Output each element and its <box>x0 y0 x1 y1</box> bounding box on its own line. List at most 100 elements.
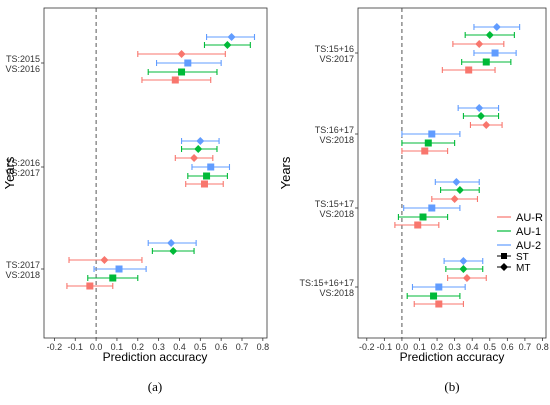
au-2-st-point <box>115 265 123 273</box>
au-r-mt-point <box>475 40 484 48</box>
au-2-mt-point <box>459 257 468 265</box>
au-2-mt-point <box>227 33 236 41</box>
au-2-st-point <box>428 130 436 138</box>
panel-b-x-tick-label: 0.2 <box>431 342 444 352</box>
group-label-vs: VS:2018 <box>5 270 40 280</box>
au-1-mt-point <box>485 31 494 39</box>
panel-b-x-tick-label: 0.8 <box>536 342 549 352</box>
group-label-ts: TS:2015 <box>6 54 40 64</box>
panel-b-subplot-label: (b) <box>444 379 459 394</box>
au-2-mt-point <box>452 178 461 186</box>
au-2-mt-point <box>167 239 176 247</box>
panel-a-x-tick-label: 0.0 <box>90 342 103 352</box>
panel-b-x-tick-label: -0.2 <box>359 342 375 352</box>
au-1-st-point <box>419 213 427 221</box>
legend-mt-diamond-icon <box>500 263 508 271</box>
panel-b-x-axis: -0.2 -0.1 0.0 0.1 0.2 0.3 0.4 0.5 0.6 0.7 0.8 <box>359 338 549 352</box>
au-2-mt-point <box>492 23 501 31</box>
group-label-ts: TS:16+17 <box>315 125 354 135</box>
panel-b-x-tick-label: 0.3 <box>448 342 461 352</box>
au-1-st-point <box>178 68 186 76</box>
group-label-ts: TS:15+16+17 <box>299 278 354 288</box>
group-label-vs: VS:2016 <box>5 64 40 74</box>
au-r-st-point <box>171 76 179 84</box>
au-r-mt-point <box>177 50 186 58</box>
panel-a: -0.2 -0.1 0.0 0.1 0.2 0.3 0.4 0.5 0.6 0.7 0.8 TS:2… <box>2 7 269 394</box>
au-r-mt-point <box>100 256 109 264</box>
panel-a-x-tick-label: 0.7 <box>236 342 249 352</box>
panel-a-x-tick-label: 0.8 <box>257 342 270 352</box>
au-2-st-point <box>184 59 192 67</box>
au-r-st-point <box>435 300 443 308</box>
panel-a-x-tick-label: 0.5 <box>194 342 207 352</box>
panel-b-y-axis-title: Years <box>278 156 293 189</box>
au-1-st-point <box>430 292 438 300</box>
au-1-st-point <box>203 172 211 180</box>
panel-a-y-axis-title: Years <box>2 156 17 189</box>
au-1-mt-point <box>194 145 203 153</box>
panel-a-x-tick-label: 0.4 <box>173 342 186 352</box>
legend-au-2-label: AU-2 <box>516 240 541 252</box>
panel-b-x-tick-label: 0.6 <box>501 342 514 352</box>
panel-a-border <box>43 7 268 339</box>
au-r-st-point <box>465 66 473 74</box>
panel-b-x-tick-label: 0.5 <box>484 342 497 352</box>
au-2-st-point <box>491 49 499 57</box>
au-r-mt-point <box>190 154 199 162</box>
legend-mt-label: MT <box>516 263 530 274</box>
au-1-mt-point <box>476 112 485 120</box>
legend-au-r-label: AU-R <box>516 212 543 224</box>
au-2-mt-point <box>196 137 205 145</box>
panel-b-groups: TS:15+16VS:2017TS:16+17VS:2018TS:15+17VS… <box>299 44 358 298</box>
legend-st-label: ST <box>516 252 529 263</box>
panel-b-x-tick-label: 0.0 <box>396 342 409 352</box>
panel-a-x-axis-title: Prediction accuracy <box>103 350 208 364</box>
panel-b-x-tick-label: 0.1 <box>413 342 426 352</box>
au-r-mt-point <box>450 195 459 203</box>
au-1-mt-point <box>169 247 178 255</box>
group-label-ts: TS:2016 <box>6 158 40 168</box>
au-r-mt-point <box>482 121 491 129</box>
group-label-ts: TS:2017 <box>6 260 40 270</box>
group-label-vs: VS:2017 <box>5 168 40 178</box>
legend-au-1-label: AU-1 <box>516 226 541 238</box>
au-1-st-point <box>482 58 490 66</box>
au-r-st-point <box>414 221 422 229</box>
panel-b-x-axis-title: Prediction accuracy <box>400 350 505 364</box>
panel-a-subplot-label: (a) <box>148 379 162 394</box>
panel-a-x-tick-label: 0.2 <box>132 342 145 352</box>
au-1-mt-point <box>459 265 468 273</box>
panel-b-x-tick-label: 0.4 <box>466 342 479 352</box>
au-1-st-point <box>109 274 117 282</box>
panel-b-plot <box>394 8 521 338</box>
group-label-ts: TS:15+17 <box>315 199 354 209</box>
panel-a-x-tick-label: -0.1 <box>68 342 84 352</box>
panel-a-plot <box>66 8 256 338</box>
panel-b-x-tick-label: 0.7 <box>519 342 532 352</box>
group-label-vs: VS:2018 <box>319 288 354 298</box>
au-2-st-point <box>207 163 215 171</box>
panel-b: -0.2 -0.1 0.0 0.1 0.2 0.3 0.4 0.5 0.6 0.7 0.8 TS:1… <box>278 7 549 394</box>
au-r-st-point <box>200 180 208 188</box>
panel-a-x-tick-label: -0.2 <box>47 342 63 352</box>
au-r-mt-point <box>462 274 471 282</box>
au-2-st-point <box>428 204 436 212</box>
group-label-ts: TS:15+16 <box>315 44 354 54</box>
group-label-vs: VS:2017 <box>319 54 354 64</box>
legend-st-square-icon <box>501 253 507 259</box>
legend: AU-R AU-1 AU-2 ST MT <box>497 212 543 274</box>
group-label-vs: VS:2018 <box>319 209 354 219</box>
panel-a-x-axis: -0.2 -0.1 0.0 0.1 0.2 0.3 0.4 0.5 0.6 0.7 0.8 <box>47 338 269 352</box>
panel-a-x-tick-label: 0.6 <box>215 342 228 352</box>
panel-a-x-tick-label: 0.3 <box>152 342 165 352</box>
group-label-vs: VS:2018 <box>319 135 354 145</box>
au-1-st-point <box>424 139 432 147</box>
au-r-st-point <box>421 147 429 155</box>
au-2-st-point <box>435 283 443 291</box>
au-1-mt-point <box>223 41 232 49</box>
panel-b-x-tick-label: -0.1 <box>377 342 393 352</box>
panel-b-border <box>357 7 547 339</box>
